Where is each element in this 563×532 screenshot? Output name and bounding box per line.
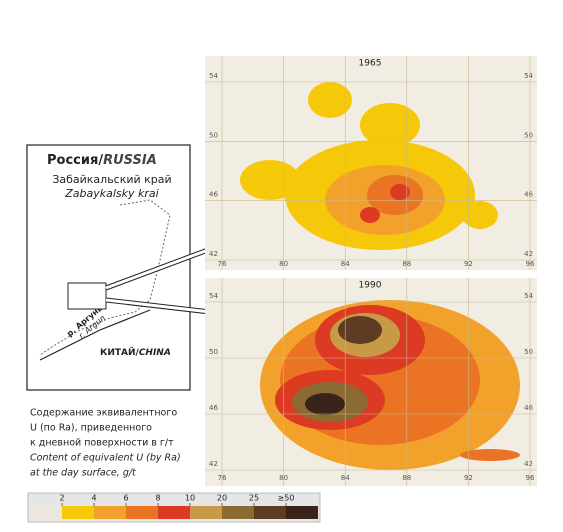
legend-swatch — [222, 506, 254, 519]
x-tick-label: 80 — [279, 474, 288, 482]
legend-swatch — [126, 506, 158, 519]
study-area — [67, 282, 107, 310]
y-tick-label: 54 — [209, 292, 218, 300]
y-tick-label: 42 — [209, 250, 218, 258]
y-tick-label: 46 — [209, 404, 218, 412]
x-tick-label: 96 — [526, 260, 535, 268]
inset-region-en: Zabaykalsky krai — [64, 187, 158, 200]
legend-caption: at the day surface, g/t — [30, 468, 137, 479]
x-tick-label: 92 — [464, 474, 473, 482]
neighbor-label: КИТАЙ/CHINA — [100, 346, 171, 358]
legend-swatch — [286, 506, 318, 519]
y-tick-label: 46 — [209, 191, 218, 199]
map-title: 1990 — [359, 281, 382, 291]
river — [39, 309, 151, 361]
y-tick-label: 54 — [209, 72, 218, 80]
legend-label: 10 — [185, 494, 195, 503]
legend-caption: Содержание эквивалентного — [30, 408, 177, 419]
x-tick-label: 80 — [279, 260, 288, 268]
legend-caption: Content of equivalent U (by Ra) — [30, 453, 181, 464]
legend-swatch — [158, 506, 190, 519]
legend-label: ≥50 — [278, 494, 295, 503]
legend-label: 6 — [123, 494, 128, 503]
y-tick-label: 42 — [524, 250, 533, 258]
x-tick-label: 76 — [218, 474, 227, 482]
x-tick-label: 84 — [341, 260, 350, 268]
x-tick-label: 76 — [218, 260, 227, 268]
y-tick-label: 50 — [524, 131, 533, 139]
y-tick-label: 46 — [524, 191, 533, 199]
legend-caption: к дневной поверхности в г/т — [30, 438, 174, 449]
legend-label: 8 — [155, 494, 160, 503]
x-tick-label: 88 — [402, 474, 411, 482]
y-tick-label: 50 — [524, 348, 533, 356]
legend-swatch — [30, 506, 62, 519]
map-title: 1965 — [359, 59, 382, 69]
x-tick-label: 96 — [526, 474, 535, 482]
legend-swatch — [94, 506, 126, 519]
y-tick-label: 54 — [524, 292, 533, 300]
y-tick-label: 46 — [524, 404, 533, 412]
y-tick-label: 50 — [209, 348, 218, 356]
legend-label: 4 — [91, 494, 96, 503]
legend-label: 2 — [59, 494, 64, 503]
legend-swatch — [190, 506, 222, 519]
x-tick-label: 92 — [464, 260, 473, 268]
inset-region: Забайкальский край — [52, 173, 171, 186]
y-tick-label: 42 — [209, 460, 218, 468]
anomaly-1965 — [240, 82, 498, 250]
inset-country: Россия/RUSSIA — [47, 153, 157, 168]
x-tick-label: 84 — [341, 474, 350, 482]
anomaly-1990 — [260, 300, 520, 470]
legend-label: 20 — [217, 494, 227, 503]
y-tick-label: 54 — [524, 72, 533, 80]
x-tick-label: 88 — [402, 260, 411, 268]
y-tick-label: 50 — [209, 131, 218, 139]
legend-swatch — [254, 506, 286, 519]
legend-caption: U (по Ra), приведенного — [30, 423, 152, 434]
y-tick-label: 42 — [524, 460, 533, 468]
legend-label: 25 — [249, 494, 259, 503]
legend-swatch — [62, 506, 94, 519]
